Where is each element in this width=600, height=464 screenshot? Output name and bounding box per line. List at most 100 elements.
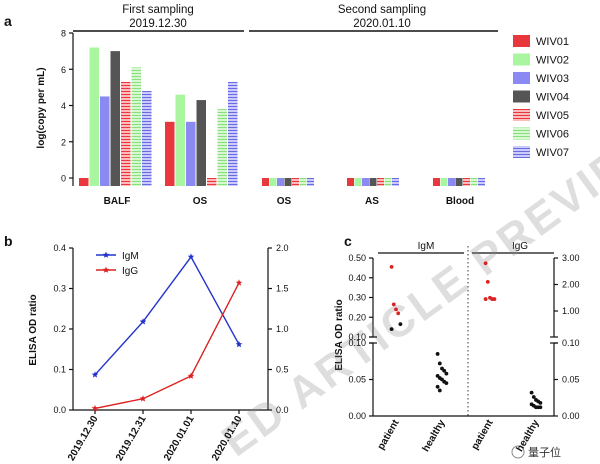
- bar-wiv04: [284, 178, 292, 186]
- data-point: [437, 361, 442, 366]
- bar-wiv07: [228, 81, 238, 186]
- bar-wiv06: [131, 67, 141, 186]
- bar-wiv05: [463, 178, 470, 186]
- bar-wiv01: [347, 178, 354, 186]
- panel-b-right-tick-label: 0.0: [276, 405, 289, 415]
- marker-igg: [187, 372, 195, 379]
- panel-c-right-tick-label: 0.10: [562, 338, 580, 348]
- bar-wiv03: [186, 121, 196, 186]
- data-point: [398, 322, 403, 327]
- bar-wiv06: [384, 178, 392, 186]
- bar-wiv04: [196, 100, 206, 186]
- panel-c-left-tick-label: 0.10: [348, 338, 366, 348]
- legend-label-wiv01: WIV01: [536, 36, 569, 48]
- bar-wiv06: [299, 178, 307, 186]
- panel-c-left-tick-label: 0.20: [348, 312, 366, 322]
- bar-wiv02: [354, 178, 362, 186]
- data-point: [437, 388, 442, 393]
- bar-wiv03: [362, 178, 369, 186]
- panel-a-category-label: Blood: [446, 196, 474, 207]
- legend-marker-igm: [102, 251, 110, 258]
- bar-wiv05: [121, 81, 131, 186]
- bar-wiv04: [110, 51, 120, 186]
- igg-header: IgG: [512, 241, 528, 252]
- bar-wiv01: [262, 178, 269, 186]
- bar-wiv05: [207, 178, 217, 186]
- data-point: [435, 384, 440, 389]
- bar-wiv02: [440, 178, 448, 186]
- legend-swatch-wiv07: [513, 146, 530, 158]
- legend-label-wiv06: WIV06: [536, 129, 569, 141]
- bar-wiv07: [142, 91, 152, 186]
- brand-icon: [511, 445, 525, 459]
- panel-a-y-label: log(copy per mL): [36, 67, 47, 148]
- watermark-brand: 量子位: [511, 445, 561, 459]
- panel-b-right-tick-label: 1.5: [276, 284, 289, 294]
- legend-swatch-wiv05: [513, 109, 530, 121]
- panel-a-category-label: BALF: [104, 196, 131, 207]
- panel-b-right-tick-label: 1.0: [276, 324, 289, 334]
- panel-b-right-tick-label: 2.0: [276, 243, 289, 253]
- marker-igg: [139, 395, 147, 402]
- data-point: [435, 352, 440, 356]
- bar-wiv06: [217, 109, 227, 186]
- bar-wiv03: [448, 178, 455, 186]
- data-point: [485, 279, 490, 284]
- bar-wiv01: [79, 178, 89, 186]
- line-igm: [94, 255, 240, 376]
- panel-c-xtick-label: healthy: [421, 418, 448, 454]
- bar-wiv02: [175, 94, 185, 186]
- panel-b-left-tick-label: 0.3: [53, 284, 66, 294]
- panel-a-category-label: AS: [365, 196, 379, 207]
- panel-b-y-label: ELISA OD ratio: [28, 294, 39, 365]
- panel-a-ytick-label: 0: [61, 174, 66, 184]
- legend-swatch-wiv04: [513, 90, 530, 103]
- data-point: [529, 390, 534, 395]
- data-point: [444, 381, 449, 386]
- panel-c-right-tick-label: 3.00: [562, 253, 580, 263]
- data-point: [531, 395, 536, 399]
- marker-igg: [91, 404, 99, 412]
- panel-a-ytick-label: 8: [61, 29, 66, 39]
- legend-label-wiv05: WIV05: [536, 110, 569, 122]
- bar-wiv03: [100, 96, 110, 186]
- panel-c-left-tick-label: 0.40: [348, 273, 366, 283]
- data-point: [391, 302, 396, 307]
- data-point: [389, 327, 394, 331]
- marker-igm: [187, 253, 195, 260]
- data-point: [483, 297, 488, 301]
- bar-wiv05: [377, 178, 384, 186]
- legend-label-wiv07: WIV07: [536, 147, 569, 159]
- panel-label-a: a: [4, 13, 12, 29]
- panel-label-b: b: [4, 233, 13, 249]
- header-first-title: First sampling: [122, 4, 194, 16]
- bar-wiv04: [369, 178, 377, 186]
- bar-wiv06: [470, 178, 478, 186]
- bar-wiv02: [269, 178, 277, 186]
- marker-igg: [235, 279, 243, 286]
- panel-c-right-tick-label: 1.00: [562, 306, 580, 316]
- legend-label-wiv02: WIV02: [536, 55, 569, 67]
- legend-label-igm: IgM: [122, 251, 139, 262]
- legend-marker-igg: [102, 266, 110, 273]
- bar-wiv07: [392, 178, 399, 186]
- data-point: [396, 311, 401, 316]
- panel-b-left-tick-label: 0.1: [53, 365, 66, 375]
- data-point: [538, 400, 543, 405]
- panel-label-c: c: [344, 233, 352, 249]
- panel-b-left-tick-label: 0.2: [53, 324, 66, 334]
- marker-igm: [235, 340, 243, 348]
- data-point: [442, 368, 447, 373]
- panel-b-right-tick-label: 0.5: [276, 365, 289, 375]
- panel-c-right-tick-label: 0.00: [562, 411, 580, 421]
- header-second-title: Second sampling: [338, 4, 426, 16]
- panel-c-left-tick-label: 0.10: [348, 332, 366, 342]
- panel-a-ytick-label: 4: [61, 101, 66, 111]
- data-point: [444, 371, 449, 376]
- bar-wiv01: [165, 121, 175, 186]
- bar-wiv01: [433, 178, 440, 186]
- igm-header: IgM: [418, 241, 435, 252]
- panel-c-y-label: ELISA OD ratio: [334, 299, 345, 370]
- data-point: [389, 264, 394, 269]
